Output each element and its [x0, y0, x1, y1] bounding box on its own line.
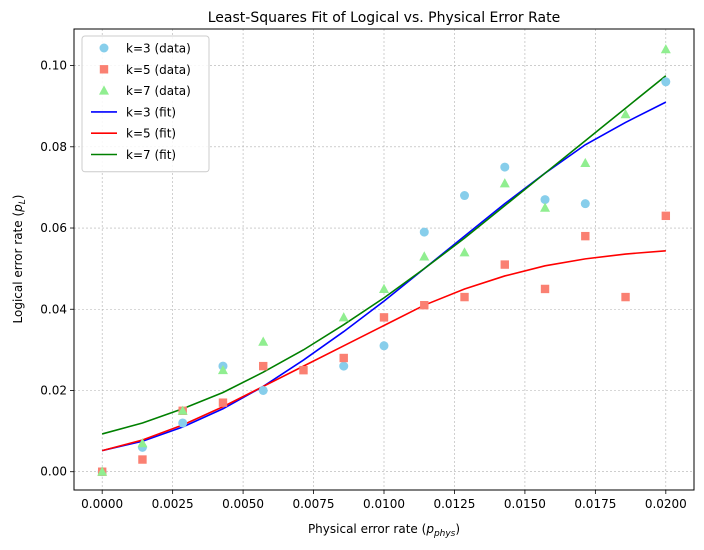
legend-label: k=7 (fit) [126, 148, 176, 162]
data-point [379, 313, 389, 322]
x-axis-ticks: 0.0000 0.0025 0.0050 0.0075 0.0100 0.0125 0.01… [81, 490, 687, 511]
data-points [97, 44, 671, 477]
x-tick-label: 0.0000 [81, 497, 123, 511]
y-tick-label: 0.10 [40, 59, 67, 73]
data-point [339, 353, 348, 363]
x-axis-label: Physical error rate (pphys) [308, 522, 460, 539]
y-tick-label: 0.08 [40, 140, 67, 154]
y-axis-ticks: 0.00 0.02 0.04 0.06 0.08 0.10 [40, 59, 74, 479]
x-tick-label: 0.0100 [363, 497, 405, 511]
data-point [460, 191, 470, 201]
data-point [661, 77, 671, 87]
legend-box [81, 35, 210, 173]
y-tick-label: 0.00 [40, 465, 67, 479]
data-point [460, 292, 469, 302]
x-tick-label: 0.0025 [152, 497, 194, 511]
x-tick-label: 0.0175 [574, 497, 616, 511]
chart-title: Least-Squares Fit of Logical vs. Physica… [208, 10, 561, 26]
y-tick-label: 0.06 [40, 221, 67, 235]
fit-line-k-7-fit- [101, 75, 667, 435]
data-point [459, 247, 470, 257]
data-point [419, 251, 430, 261]
data-point [540, 284, 550, 294]
data-point [258, 385, 268, 395]
data-point [540, 202, 551, 212]
x-tick-label: 0.0050 [222, 497, 264, 511]
data-point [97, 466, 108, 476]
data-point [259, 361, 268, 371]
x-tick-label: 0.0125 [433, 497, 475, 511]
y-tick-label: 0.02 [40, 383, 67, 397]
fit-lines [101, 75, 667, 452]
y-tick-label: 0.04 [40, 302, 67, 316]
data-point [379, 283, 389, 293]
fit-line-k-5-fit- [101, 249, 666, 452]
x-tick-label: 0.0150 [504, 497, 546, 511]
data-point [581, 231, 590, 241]
grid [74, 29, 694, 490]
data-point [338, 312, 349, 322]
x-tick-label: 0.0075 [293, 497, 335, 511]
legend-marker-swatch [99, 43, 109, 53]
legend-marker-swatch [99, 85, 109, 95]
legend-label: k=7 (data) [126, 84, 191, 98]
legend-label: k=3 (data) [126, 42, 191, 56]
data-point [217, 364, 228, 375]
y-axis-label: Logical error rate (pL) [11, 195, 28, 324]
data-point [379, 341, 389, 351]
data-point [661, 211, 671, 221]
data-point [420, 300, 429, 310]
data-point [500, 260, 509, 269]
data-point [580, 199, 590, 209]
data-point [500, 162, 510, 172]
data-point [540, 195, 550, 205]
data-point [580, 157, 591, 168]
data-point [339, 361, 349, 371]
legend-label: k=5 (data) [126, 63, 191, 77]
data-point [177, 405, 188, 415]
data-point [138, 455, 147, 464]
legend-marker-swatch [99, 65, 109, 74]
data-point [419, 227, 429, 237]
data-point [218, 398, 228, 407]
data-point [137, 438, 148, 448]
data-point [621, 292, 630, 302]
legend: k=3 (data) k=5 (data) k=7 (data) k=3 (fit) k… [81, 35, 210, 173]
data-point [499, 178, 510, 188]
data-point [178, 418, 188, 428]
legend-label: k=5 (fit) [126, 127, 176, 141]
legend-label: k=3 (fit) [126, 105, 176, 119]
data-point [258, 336, 269, 346]
x-tick-label: 0.0200 [645, 497, 687, 511]
data-point [620, 109, 631, 119]
data-point [299, 365, 308, 375]
fit-line-k-3-fit- [101, 101, 667, 452]
data-point [660, 44, 671, 54]
